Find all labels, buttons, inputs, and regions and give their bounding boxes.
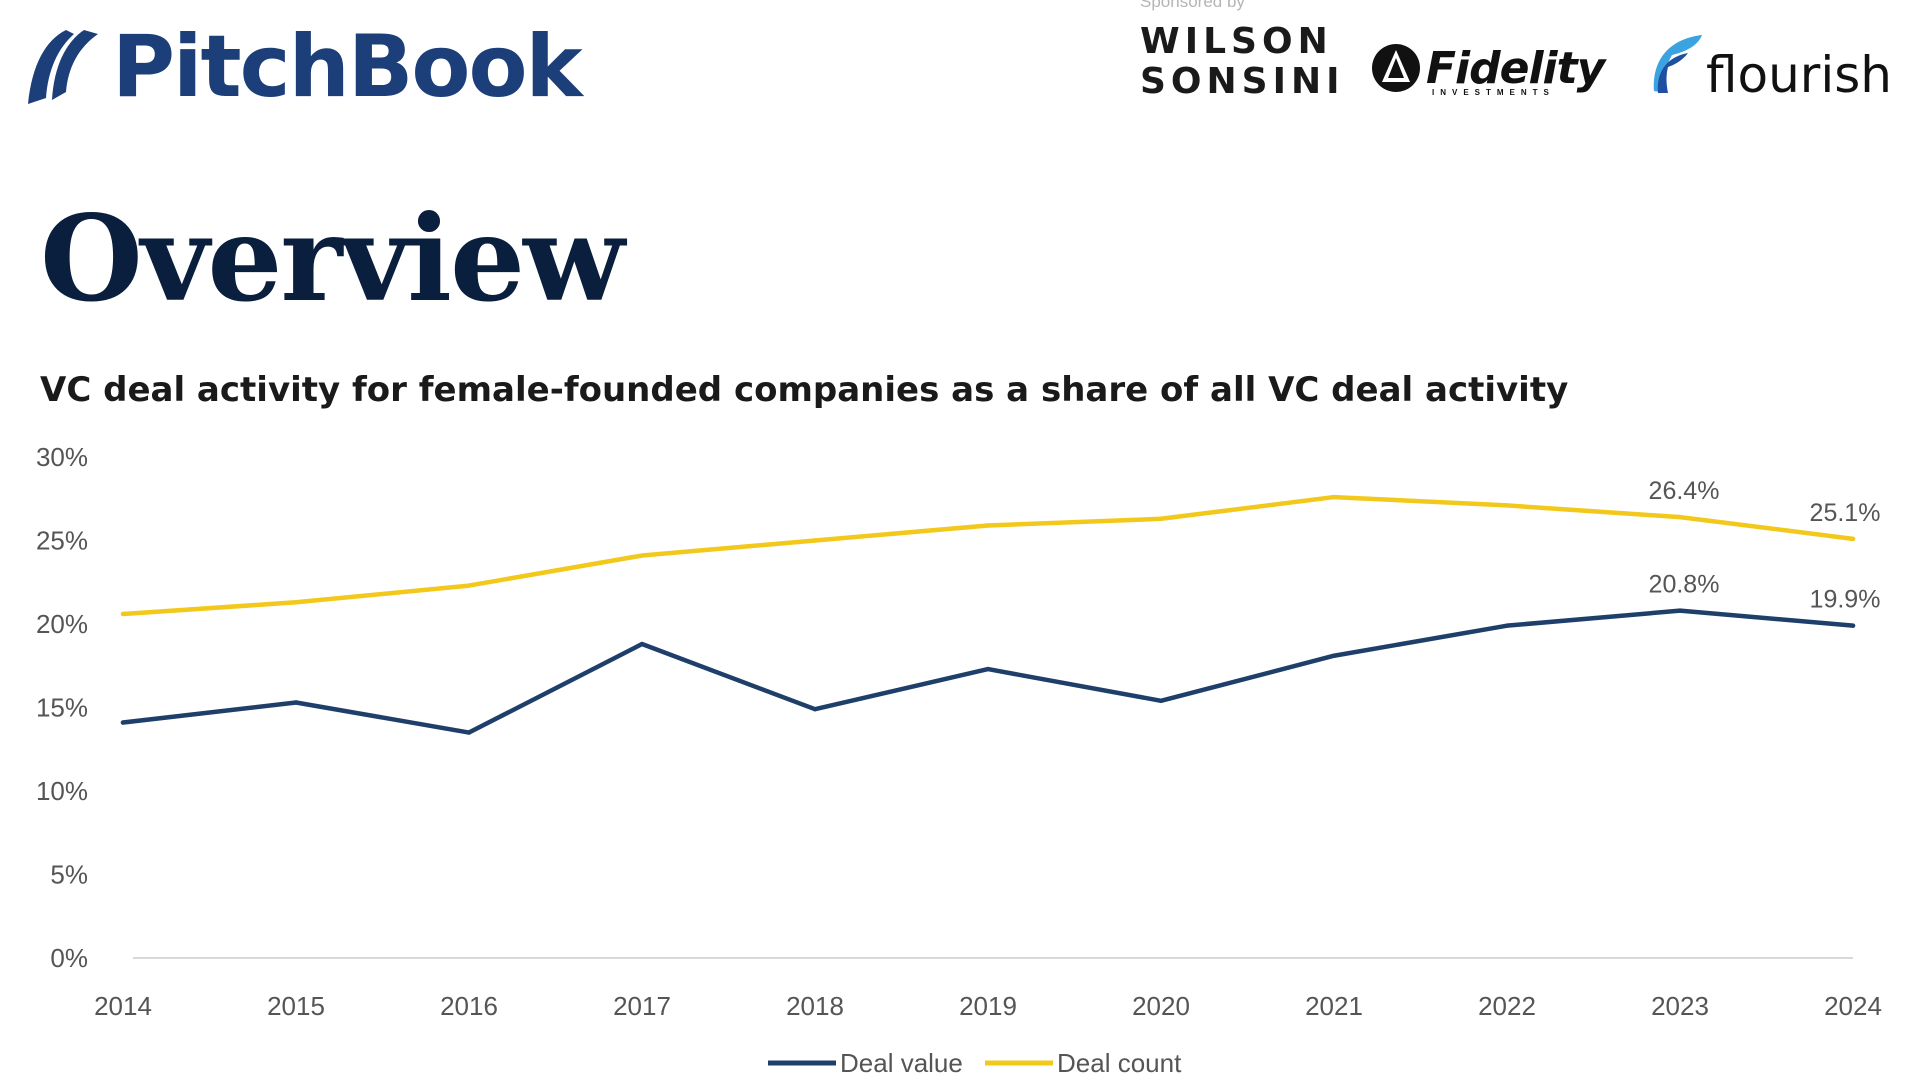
- series-line-deal-value: [120, 608, 1856, 735]
- sponsored-label: Sponsored by: [1140, 0, 1245, 11]
- fidelity-logo: Fidelity INVESTMENTS: [1370, 38, 1605, 98]
- x-tick-label: 2024: [1824, 991, 1882, 1021]
- fidelity-pyramid-icon: [1372, 44, 1420, 92]
- y-tick-label: 0%: [50, 943, 88, 973]
- data-point-deal-value: [985, 666, 991, 672]
- data-label: 25.1%: [1810, 499, 1881, 527]
- data-point-deal-count: [1677, 514, 1683, 520]
- series-line-deal-count: [120, 494, 1856, 617]
- flourish-mark-icon: [1653, 34, 1702, 93]
- data-labels: 20.8% 19.9% 26.4% 25.1%: [1649, 477, 1881, 614]
- data-point-deal-count: [812, 538, 818, 543]
- y-axis: 0% 5% 10% 15% 20% 25% 30%: [36, 442, 88, 973]
- x-axis: 2014 2015 2016 2017 2018 2019 2020 2021 2022 2023…: [94, 991, 1882, 1021]
- data-label: 20.8%: [1649, 571, 1720, 599]
- data-point-deal-count: [1850, 536, 1856, 542]
- legend-label: Deal value: [840, 1048, 963, 1078]
- x-tick-label: 2018: [786, 991, 844, 1021]
- data-point-deal-count: [985, 523, 991, 528]
- data-point-deal-value: [293, 700, 299, 705]
- y-tick-label: 25%: [36, 526, 88, 556]
- y-tick-label: 5%: [50, 860, 88, 890]
- data-label: 19.9%: [1810, 586, 1881, 614]
- fidelity-sub: INVESTMENTS: [1432, 88, 1555, 97]
- data-point-deal-value: [120, 720, 126, 725]
- wilson-sonsini-logo: WILSON SONSINI: [1140, 22, 1345, 102]
- sonsini-line: SONSINI: [1140, 61, 1345, 102]
- x-tick-label: 2021: [1305, 991, 1363, 1021]
- data-point-deal-value: [639, 641, 645, 647]
- x-tick-label: 2014: [94, 991, 152, 1021]
- data-point-deal-value: [1677, 608, 1683, 613]
- x-tick-label: 2017: [613, 991, 671, 1021]
- y-tick-label: 10%: [36, 776, 88, 806]
- data-point-deal-count: [1504, 503, 1510, 508]
- x-tick-label: 2015: [267, 991, 325, 1021]
- x-tick-label: 2019: [959, 991, 1017, 1021]
- data-point-deal-value: [1158, 698, 1164, 704]
- chart-title: VC deal activity for female-founded comp…: [40, 370, 1569, 410]
- data-point-deal-count: [120, 611, 126, 617]
- fidelity-wordmark: Fidelity: [1426, 42, 1605, 94]
- data-point-deal-count: [1158, 516, 1164, 521]
- legend: Deal value Deal count: [768, 1048, 1182, 1078]
- data-point-deal-value: [1331, 653, 1337, 658]
- pitchbook-mark-icon: [28, 30, 98, 104]
- data-point-deal-count: [1331, 494, 1337, 500]
- x-tick-label: 2023: [1651, 991, 1709, 1021]
- series-group: [120, 494, 1856, 735]
- y-tick-label: 30%: [36, 442, 88, 472]
- x-tick-label: 2020: [1132, 991, 1190, 1021]
- flourish-logo: flourish: [1648, 28, 1892, 104]
- x-tick-label: 2016: [440, 991, 498, 1021]
- brand-wordmark: PitchBook: [112, 17, 583, 117]
- wilson-line: WILSON: [1140, 21, 1333, 62]
- data-point-deal-count: [293, 600, 299, 605]
- flourish-wordmark: flourish: [1706, 45, 1892, 104]
- y-tick-label: 20%: [36, 609, 88, 639]
- pitchbook-logo: PitchBook: [26, 17, 583, 117]
- data-point-deal-value: [1504, 623, 1510, 628]
- y-tick-label: 15%: [36, 693, 88, 723]
- legend-label: Deal count: [1057, 1048, 1182, 1078]
- data-point-deal-count: [466, 583, 472, 588]
- data-point-deal-value: [812, 706, 818, 712]
- data-label: 26.4%: [1649, 477, 1720, 505]
- data-point-deal-value: [466, 730, 472, 735]
- data-point-deal-value: [1850, 623, 1856, 628]
- page-title: Overview: [40, 189, 625, 328]
- data-point-deal-count: [639, 553, 645, 558]
- x-tick-label: 2022: [1478, 991, 1536, 1021]
